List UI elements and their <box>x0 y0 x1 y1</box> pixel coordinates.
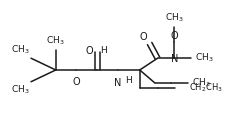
Text: CH$_3$: CH$_3$ <box>195 52 214 64</box>
Text: N: N <box>171 54 178 64</box>
Text: CH$_3$: CH$_3$ <box>11 44 30 56</box>
Text: O: O <box>86 46 93 56</box>
Text: H: H <box>100 46 107 55</box>
Text: O: O <box>73 77 80 87</box>
Text: CH$_3$: CH$_3$ <box>46 35 65 47</box>
Text: O: O <box>171 31 178 41</box>
Text: CH$_2$CH$_3$: CH$_2$CH$_3$ <box>189 81 223 94</box>
Text: CH$_3$: CH$_3$ <box>192 76 211 89</box>
Text: N: N <box>114 78 122 88</box>
Text: H: H <box>125 76 132 85</box>
Text: CH$_3$: CH$_3$ <box>165 11 184 24</box>
Text: O: O <box>139 32 147 42</box>
Text: CH$_3$: CH$_3$ <box>11 84 30 96</box>
